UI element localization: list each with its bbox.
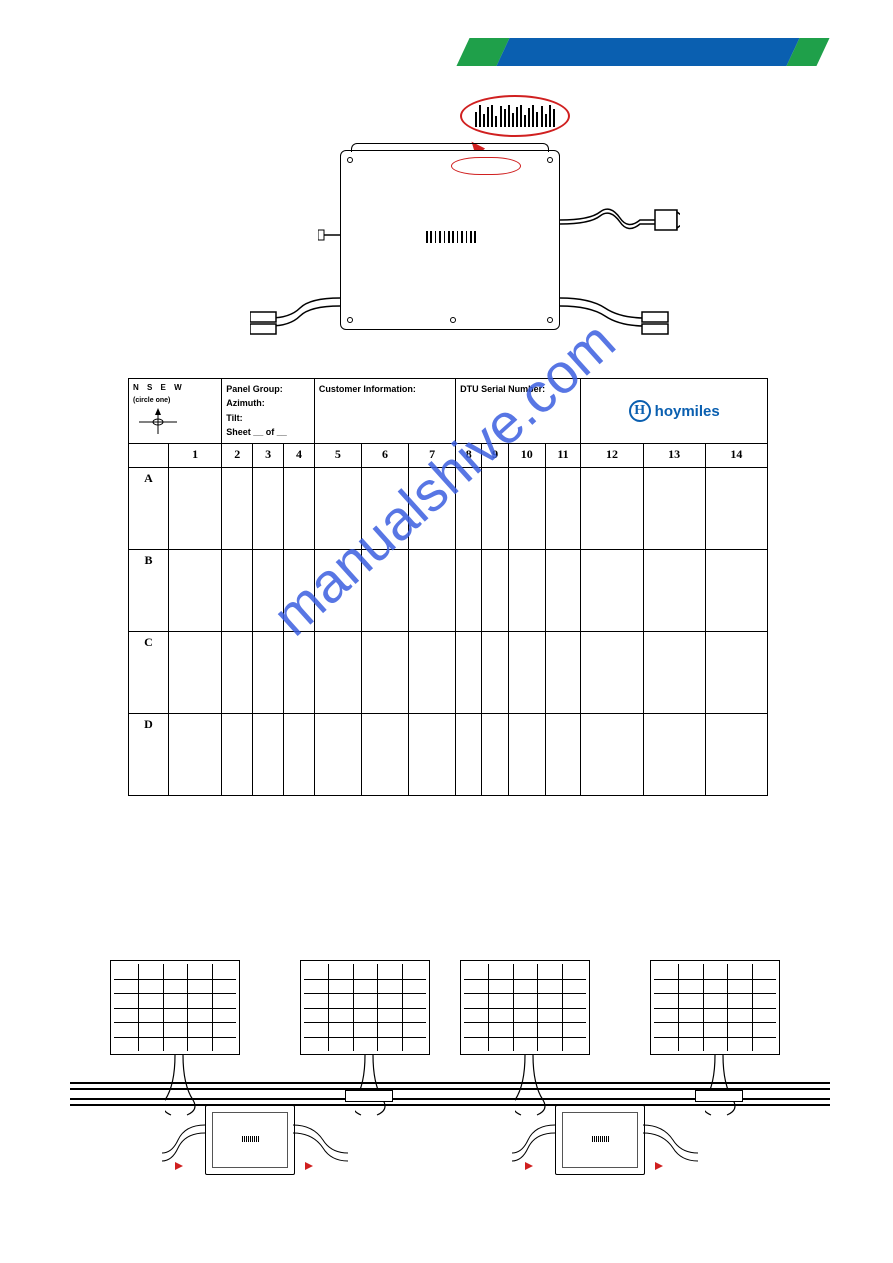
col-9: 9 xyxy=(482,444,508,468)
serial-label-location xyxy=(451,157,521,175)
ac-cable xyxy=(560,200,680,240)
solar-panel xyxy=(300,960,430,1055)
hoymiles-logo-text: hoymiles xyxy=(655,403,720,420)
solar-panel xyxy=(110,960,240,1055)
compass-sub: (circle one) xyxy=(133,395,217,406)
label-panel-group: Panel Group: xyxy=(226,382,310,396)
arrow-icon xyxy=(175,1162,183,1170)
label-dtu: DTU Serial Number: xyxy=(460,382,576,396)
microinverter-unit xyxy=(205,1105,295,1175)
col-6: 6 xyxy=(361,444,408,468)
panel-group-cell: Panel Group: Azimuth: Tilt: Sheet __ of … xyxy=(222,379,315,444)
col-7: 7 xyxy=(409,444,456,468)
column-header-row: 1 2 3 4 5 6 7 8 9 10 11 12 13 14 xyxy=(129,444,768,468)
solar-panel xyxy=(650,960,780,1055)
col-12: 12 xyxy=(581,444,643,468)
barcode-callout xyxy=(460,95,570,137)
device-body xyxy=(340,150,560,330)
microinverter-diagram xyxy=(260,95,680,345)
row-b: B xyxy=(129,550,169,632)
label-tilt: Tilt: xyxy=(226,411,310,425)
col-4: 4 xyxy=(284,444,315,468)
customer-info-cell: Customer Information: xyxy=(314,379,455,444)
arrow-icon xyxy=(655,1162,663,1170)
installation-map-table: N S E W (circle one) Panel Group: Azimut… xyxy=(128,378,768,796)
compass-cell: N S E W (circle one) xyxy=(129,379,222,444)
row-c: C xyxy=(129,632,169,714)
compass-dirs: N S E W xyxy=(133,382,217,395)
col-13: 13 xyxy=(643,444,705,468)
label-azimuth: Azimuth: xyxy=(226,396,310,410)
row-a: A xyxy=(129,468,169,550)
dc-cable-right xyxy=(560,290,670,340)
arrow-icon xyxy=(305,1162,313,1170)
col-10: 10 xyxy=(508,444,545,468)
wiring-diagram xyxy=(70,960,830,1180)
col-14: 14 xyxy=(705,444,767,468)
col-1: 1 xyxy=(169,444,222,468)
dc-cable-left xyxy=(250,290,350,340)
dtu-serial-cell: DTU Serial Number: xyxy=(456,379,581,444)
row-d: D xyxy=(129,714,169,796)
col-5: 5 xyxy=(314,444,361,468)
compass-icon xyxy=(133,408,183,436)
col-2: 2 xyxy=(222,444,253,468)
hoymiles-logo-icon: H xyxy=(629,400,651,422)
col-8: 8 xyxy=(456,444,482,468)
arrow-icon xyxy=(525,1162,533,1170)
label-customer: Customer Information: xyxy=(319,382,451,396)
col-3: 3 xyxy=(253,444,284,468)
junction-connector xyxy=(695,1090,743,1102)
microinverter-unit xyxy=(555,1105,645,1175)
label-sheet: Sheet __ of __ xyxy=(226,425,310,439)
barcode-icon xyxy=(426,231,476,243)
solar-panel xyxy=(460,960,590,1055)
junction-connector xyxy=(345,1090,393,1102)
col-11: 11 xyxy=(545,444,581,468)
header-accent-bar xyxy=(463,38,823,66)
logo-cell: H hoymiles xyxy=(581,379,768,444)
